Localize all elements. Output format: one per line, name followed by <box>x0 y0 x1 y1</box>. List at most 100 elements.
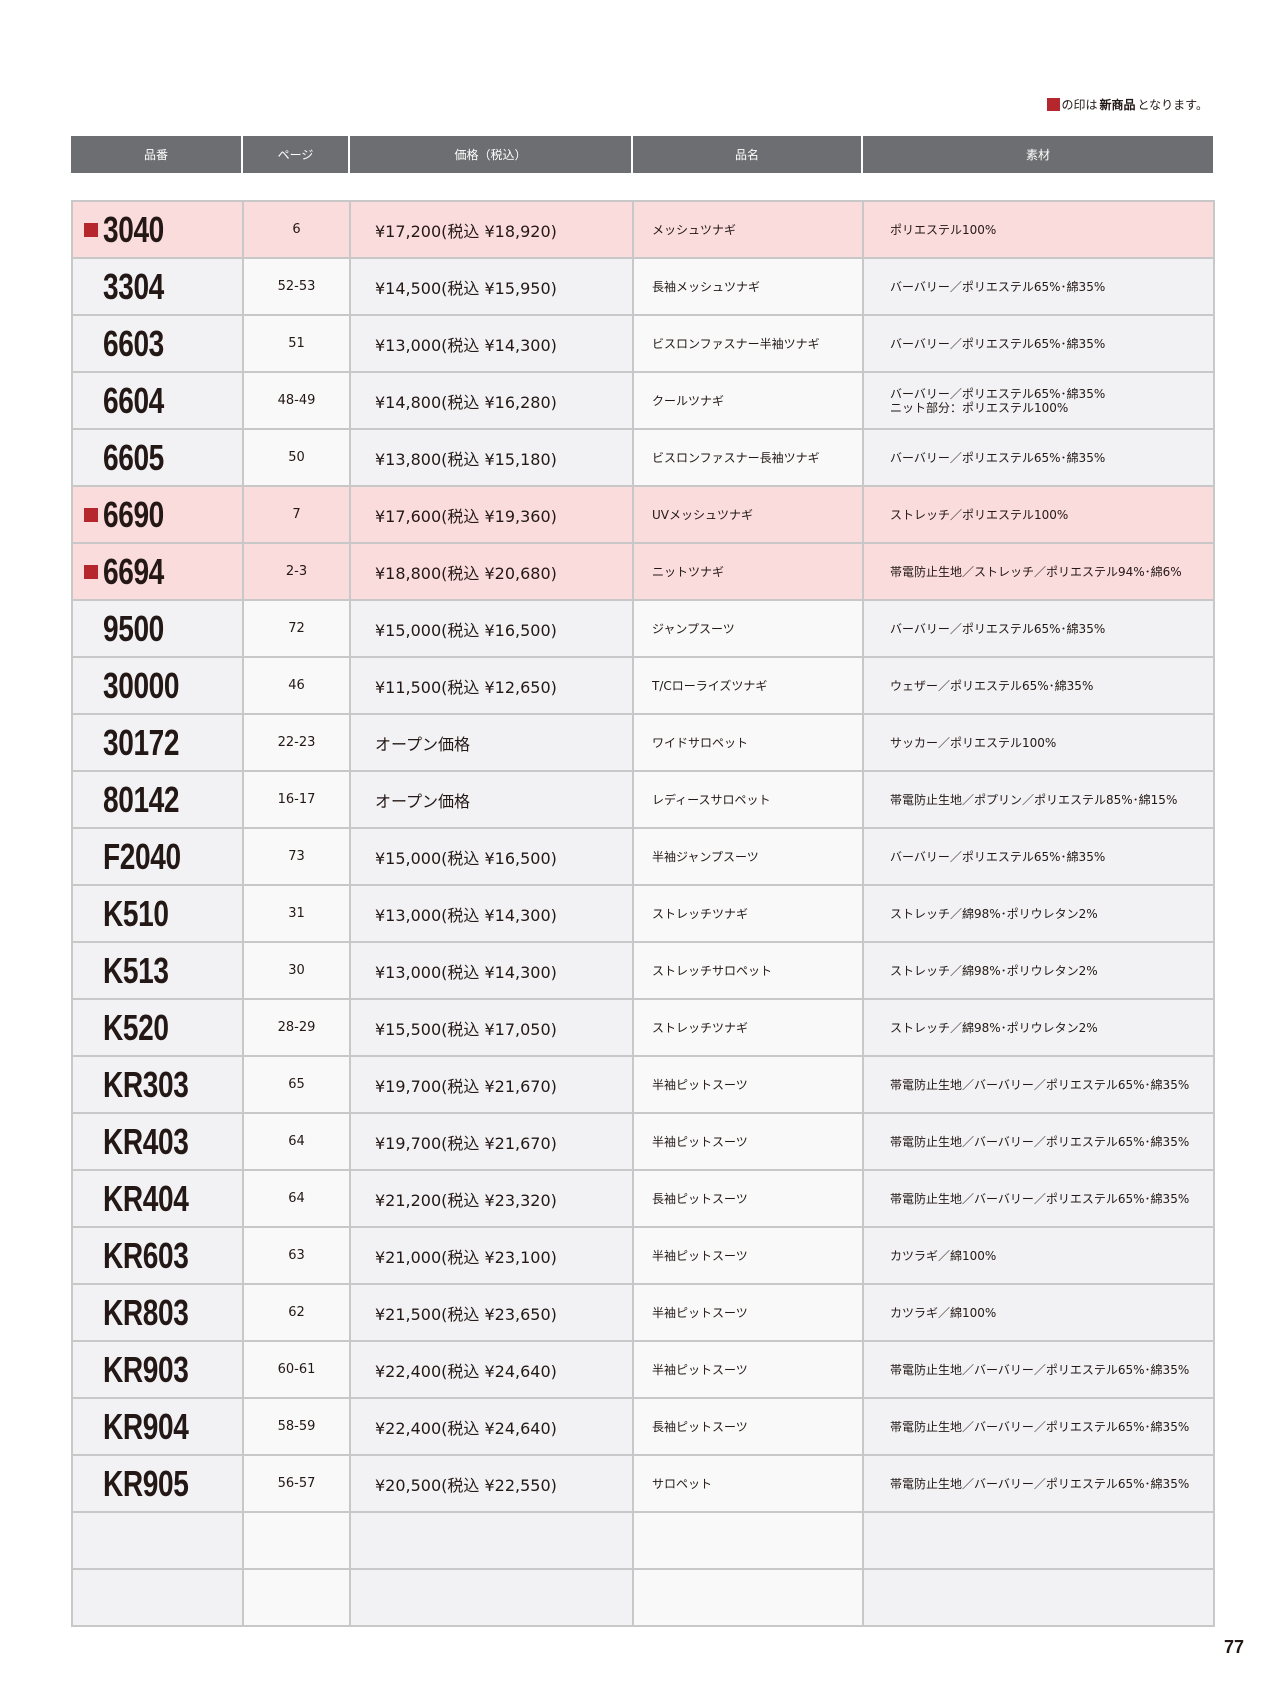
empty-cell <box>632 1511 864 1570</box>
page-cell: 30 <box>242 941 351 1000</box>
table-row: 80142 16-17 オープン価格 レディースサロペット 帯電防止生地／ポプリン／ポリ… <box>71 770 1215 829</box>
page-cell: 46 <box>242 656 351 715</box>
empty-cell <box>71 1511 244 1570</box>
page-cell: 31 <box>242 884 351 943</box>
code-cell: F2040 <box>71 827 244 886</box>
header-material: 素材 <box>861 136 1213 173</box>
material-line-1: バーバリー／ポリエステル65%･綿35% <box>890 621 1106 636</box>
product-name-cell: ビスロンファスナー長袖ツナギ <box>632 428 864 487</box>
empty-cell <box>349 1568 634 1627</box>
material-cell: 帯電防止生地／ストレッチ／ポリエステル94%･綿6% <box>862 542 1215 601</box>
material-line-2: ニット部分：ポリエステル100% <box>890 400 1069 415</box>
material-line-1: ストレッチ／綿98%･ポリウレタン2% <box>890 906 1098 921</box>
table-row: KR903 60-61 ¥22,400(税込 ¥24,640) 半袖ピットスーツ 帯電防… <box>71 1340 1215 1399</box>
table-row: 6604 48-49 ¥14,800(税込 ¥16,280) クールツナギ バーバリー／… <box>71 371 1215 430</box>
material-line-1: バーバリー／ポリエステル65%･綿35% <box>890 386 1106 401</box>
material-cell: バーバリー／ポリエステル65%･綿35% <box>862 314 1215 373</box>
material-line-1: カツラギ／綿100% <box>890 1248 997 1263</box>
material-line-1: 帯電防止生地／ポプリン／ポリエステル85%･綿15% <box>890 792 1178 807</box>
price-cell: ¥11,500(税込 ¥12,650) <box>349 656 634 715</box>
new-product-mark-icon <box>84 507 98 522</box>
material-cell: ポリエステル100% <box>862 200 1215 259</box>
code-cell: KR303 <box>71 1055 244 1114</box>
new-product-mark-icon <box>84 564 98 579</box>
table-row: 30000 46 ¥11,500(税込 ¥12,650) T/Cローライズツナギ ウェザ… <box>71 656 1215 715</box>
page-cell: 28-29 <box>242 998 351 1057</box>
table-row: KR904 58-59 ¥22,400(税込 ¥24,640) 長袖ピットスーツ 帯電防… <box>71 1397 1215 1456</box>
table-row: K513 30 ¥13,000(税込 ¥14,300) ストレッチサロペット ストレッチ… <box>71 941 1215 1000</box>
code-cell: KR603 <box>71 1226 244 1285</box>
code-cell: KR404 <box>71 1169 244 1228</box>
material-cell: ストレッチ／綿98%･ポリウレタン2% <box>862 941 1215 1000</box>
page-cell: 73 <box>242 827 351 886</box>
table-row: K510 31 ¥13,000(税込 ¥14,300) ストレッチツナギ ストレッチ／綿… <box>71 884 1215 943</box>
price-cell: ¥13,000(税込 ¥14,300) <box>349 314 634 373</box>
empty-cell <box>349 1511 634 1570</box>
price-cell: ¥22,400(税込 ¥24,640) <box>349 1340 634 1399</box>
product-code: KR904 <box>103 1405 189 1447</box>
code-cell: 3040 <box>71 200 244 259</box>
empty-cell <box>71 1568 244 1627</box>
product-code: 30000 <box>103 664 180 706</box>
table-row: KR603 63 ¥21,000(税込 ¥23,100) 半袖ピットスーツ カツラギ／綿… <box>71 1226 1215 1285</box>
table-row: K520 28-29 ¥15,500(税込 ¥17,050) ストレッチツナギ ストレッ… <box>71 998 1215 1057</box>
material-cell: 帯電防止生地／バーバリー／ポリエステル65%･綿35% <box>862 1055 1215 1114</box>
product-name-cell: 半袖ピットスーツ <box>632 1340 864 1399</box>
empty-cell <box>242 1511 351 1570</box>
product-code: K510 <box>103 892 169 934</box>
page-cell: 63 <box>242 1226 351 1285</box>
page-cell: 56-57 <box>242 1454 351 1513</box>
product-name-cell: ニットツナギ <box>632 542 864 601</box>
price-cell: ¥17,600(税込 ¥19,360) <box>349 485 634 544</box>
material-line-1: 帯電防止生地／バーバリー／ポリエステル65%･綿35% <box>890 1419 1190 1434</box>
page-cell: 2-3 <box>242 542 351 601</box>
page-cell: 64 <box>242 1169 351 1228</box>
page-cell: 50 <box>242 428 351 487</box>
material-cell: 帯電防止生地／バーバリー／ポリエステル65%･綿35% <box>862 1454 1215 1513</box>
table-header: 品番 ページ 価格（税込） 品名 素材 <box>71 136 1213 173</box>
table-row: 6605 50 ¥13,800(税込 ¥15,180) ビスロンファスナー長袖ツナギ バ… <box>71 428 1215 487</box>
code-cell: 6603 <box>71 314 244 373</box>
product-code: 9500 <box>103 607 164 649</box>
new-product-mark-icon <box>1046 98 1060 111</box>
page-cell: 60-61 <box>242 1340 351 1399</box>
header-page: ページ <box>241 136 349 173</box>
material-line-1: サッカー／ポリエステル100% <box>890 735 1057 750</box>
price-cell: ¥13,000(税込 ¥14,300) <box>349 941 634 1000</box>
table-row: F2040 73 ¥15,000(税込 ¥16,500) 半袖ジャンプスーツ バーバリー… <box>71 827 1215 886</box>
code-cell: 6604 <box>71 371 244 430</box>
empty-cell <box>242 1568 351 1627</box>
table-row: 6694 2-3 ¥18,800(税込 ¥20,680) ニットツナギ 帯電防止生地／ス… <box>71 542 1215 601</box>
code-cell: KR903 <box>71 1340 244 1399</box>
page-cell: 6 <box>242 200 351 259</box>
empty-cell <box>632 1568 864 1627</box>
price-cell: ¥19,700(税込 ¥21,670) <box>349 1112 634 1171</box>
material-cell: カツラギ／綿100% <box>862 1283 1215 1342</box>
price-cell: ¥13,000(税込 ¥14,300) <box>349 884 634 943</box>
price-cell: ¥13,800(税込 ¥15,180) <box>349 428 634 487</box>
product-name-cell: UVメッシュツナギ <box>632 485 864 544</box>
product-code: K520 <box>103 1006 169 1048</box>
material-cell: ストレッチ／綿98%･ポリウレタン2% <box>862 998 1215 1057</box>
material-cell: バーバリー／ポリエステル65%･綿35% <box>862 428 1215 487</box>
material-cell: 帯電防止生地／バーバリー／ポリエステル65%･綿35% <box>862 1169 1215 1228</box>
product-name-cell: 半袖ピットスーツ <box>632 1055 864 1114</box>
price-cell: ¥15,500(税込 ¥17,050) <box>349 998 634 1057</box>
table-row: KR303 65 ¥19,700(税込 ¥21,670) 半袖ピットスーツ 帯電防止生地… <box>71 1055 1215 1114</box>
product-name-cell: 半袖ピットスーツ <box>632 1283 864 1342</box>
product-code: KR303 <box>103 1063 189 1105</box>
material-cell: ストレッチ／ポリエステル100% <box>862 485 1215 544</box>
material-cell: 帯電防止生地／バーバリー／ポリエステル65%･綿35% <box>862 1340 1215 1399</box>
empty-row <box>71 1568 1215 1627</box>
legend-text-pre: の印は <box>1061 98 1098 112</box>
code-cell: K520 <box>71 998 244 1057</box>
table-row: 6690 7 ¥17,600(税込 ¥19,360) UVメッシュツナギ ストレッチ／ポ… <box>71 485 1215 544</box>
material-line-1: 帯電防止生地／バーバリー／ポリエステル65%･綿35% <box>890 1476 1190 1491</box>
material-line-1: ストレッチ／綿98%･ポリウレタン2% <box>890 1020 1098 1035</box>
code-cell: 3304 <box>71 257 244 316</box>
code-cell: KR905 <box>71 1454 244 1513</box>
product-name-cell: クールツナギ <box>632 371 864 430</box>
product-name-cell: 長袖ピットスーツ <box>632 1169 864 1228</box>
table-row: 9500 72 ¥15,000(税込 ¥16,500) ジャンプスーツ バーバリー／ポリ… <box>71 599 1215 658</box>
product-name-cell: ストレッチツナギ <box>632 998 864 1057</box>
